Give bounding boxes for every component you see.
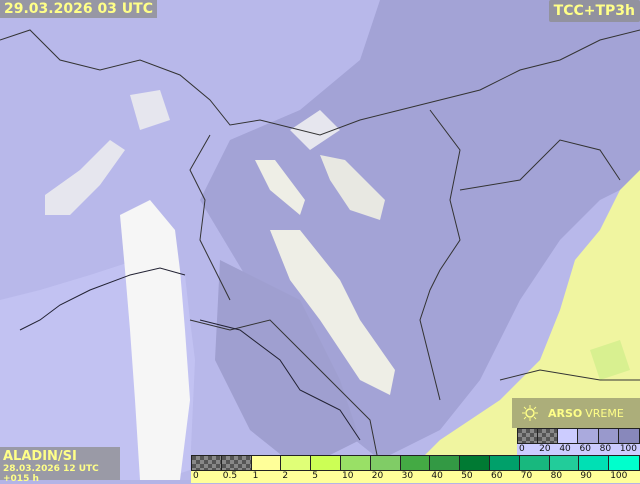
legend-tick-label: 2 <box>282 471 289 481</box>
country-borders <box>0 29 640 471</box>
sun-icon <box>522 405 538 421</box>
legend-tick-label: 60 <box>491 471 503 481</box>
clear-patch <box>130 90 170 130</box>
legend-swatch <box>400 456 431 470</box>
clear-band <box>270 230 395 395</box>
legend-swatch <box>460 456 490 470</box>
legend-tick-label: 10 <box>342 471 354 481</box>
legend-tick-label: 80 <box>550 471 563 481</box>
legend-swatch <box>579 456 610 470</box>
legend-swatch <box>538 429 559 443</box>
legend-swatch <box>430 456 461 470</box>
parameter-label: TCC+TP3h <box>548 0 640 22</box>
legend-swatch <box>618 429 639 443</box>
legend-tick-label: 100 <box>619 444 638 454</box>
legend-tick-label: 0 <box>193 471 199 481</box>
legend-swatch <box>609 456 639 470</box>
cloud-cover-legend: 0 20 40 60 80 100 <box>517 428 640 456</box>
legend-tick-label: 40 <box>559 444 571 454</box>
model-run: 28.03.2026 12 UTC +015 h <box>3 464 99 484</box>
legend-tick-label: 0 <box>519 444 525 454</box>
clear-band <box>255 160 305 215</box>
legend-tick-label: 80 <box>599 444 612 454</box>
legend-swatch <box>519 456 550 470</box>
legend-swatch <box>281 456 312 470</box>
model-info: ALADIN/SI 28.03.2026 12 UTC +015 h <box>0 447 120 484</box>
legend-tick-label: 20 <box>539 444 551 454</box>
coastline <box>19 267 361 441</box>
legend-tick-label: 70 <box>520 471 533 481</box>
legend-tick-label: 0.5 <box>222 471 238 481</box>
rain-region <box>590 340 630 380</box>
precipitation-legend: 0 0.5 1 2 5 10 20 30 40 50 60 70 80 90 100 <box>191 455 640 483</box>
legend-tick-label: 60 <box>579 444 591 454</box>
legend-tick-label: 90 <box>580 471 592 481</box>
legend-swatch <box>311 456 341 470</box>
legend-tick-label: 5 <box>312 471 318 481</box>
legend-swatch <box>370 456 401 470</box>
legend-tick-label: 50 <box>461 471 473 481</box>
legend-swatch <box>221 456 252 470</box>
logo-product: VREME <box>585 406 624 420</box>
legend-swatch <box>489 456 520 470</box>
legend-swatch <box>598 429 619 443</box>
valid-time-label: 29.03.2026 03 UTC <box>0 0 157 18</box>
legend-swatch <box>558 429 579 443</box>
legend-swatch <box>251 456 282 470</box>
legend-tick-label: 30 <box>401 471 414 481</box>
cloud-heavy-region <box>215 260 360 470</box>
legend-swatch <box>549 456 580 470</box>
legend-tick-label: 40 <box>431 471 443 481</box>
legend-tick-label: 100 <box>610 471 628 481</box>
legend-swatch <box>518 429 539 443</box>
legend-tick-label: 20 <box>371 471 384 481</box>
legend-tick-label: 1 <box>252 471 259 481</box>
legend-swatch <box>578 429 599 443</box>
clear-patch <box>45 140 125 215</box>
arso-logo: ARSO VREME <box>512 398 640 428</box>
legend-swatch <box>192 456 222 470</box>
clear-band <box>320 155 385 220</box>
sea-clear <box>120 200 190 480</box>
clear-patch <box>290 110 340 150</box>
model-name: ALADIN/SI <box>3 449 77 464</box>
logo-brand: ARSO <box>548 406 583 420</box>
legend-swatch <box>340 456 371 470</box>
